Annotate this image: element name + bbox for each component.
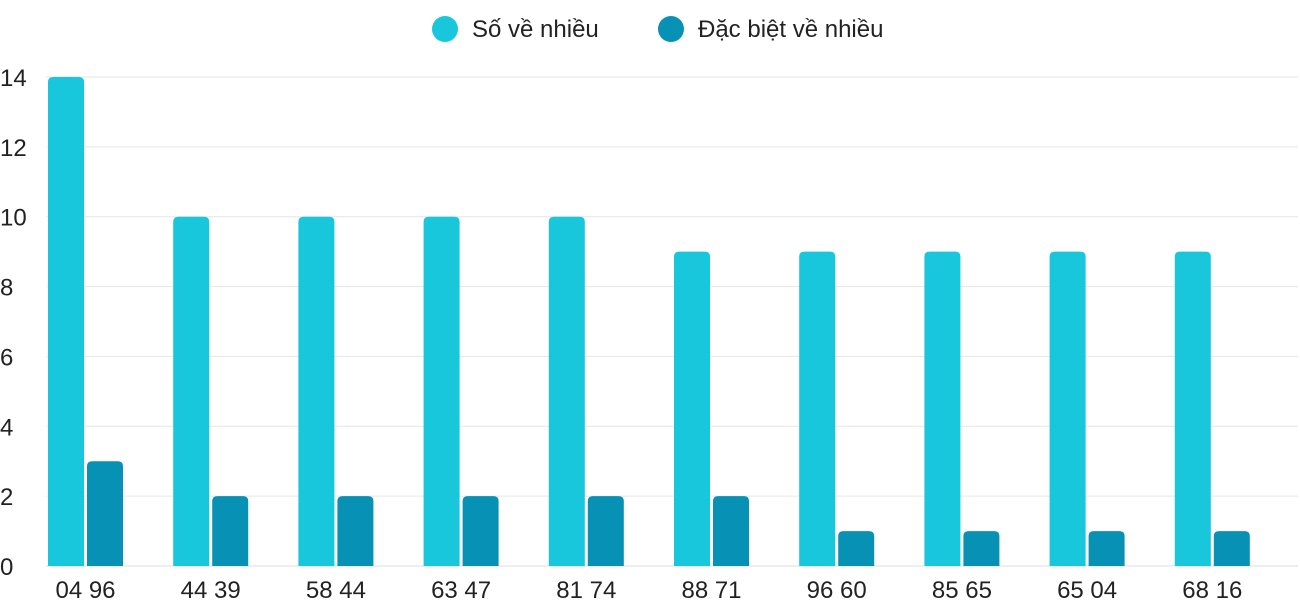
x-tick-label: 65 04	[1057, 577, 1117, 600]
x-axis: 04 96 44 39 58 44 63 47 81 74 88 71 96 60 85 65…	[55, 577, 1242, 604]
y-tick-label: 8	[0, 275, 13, 302]
bar-so-ve-nhieu	[173, 216, 210, 566]
bar-dac-biet-ve-nhieu	[1213, 531, 1250, 566]
bar-so-ve-nhieu	[674, 251, 710, 566]
x-tick-label: 04 96	[55, 577, 115, 600]
legend-marker-so-ve-nhieu	[432, 16, 458, 42]
legend: Số về nhiều Đặc biệt về nhiều	[432, 16, 883, 43]
x-tick-label: 58 44	[306, 577, 366, 600]
bar-dac-biet-ve-nhieu	[1088, 531, 1125, 566]
y-tick-label: 12	[0, 135, 27, 162]
bar-so-ve-nhieu	[1049, 251, 1086, 566]
x-tick-label: 85 65	[932, 577, 992, 600]
bar-so-ve-nhieu	[924, 251, 961, 566]
gridlines	[46, 76, 1298, 567]
x-tick-label: 44 39	[181, 577, 241, 600]
y-tick-label: 2	[0, 484, 13, 511]
bar-so-ve-nhieu	[1174, 251, 1211, 566]
bar-dac-biet-ve-nhieu	[963, 531, 1000, 566]
x-tick-label: 96 60	[807, 577, 867, 600]
x-tick-label: 88 71	[681, 577, 741, 600]
x-tick-label: 63 47	[431, 577, 491, 600]
legend-marker-dac-biet-ve-nhieu	[658, 16, 684, 42]
y-tick-label: 6	[0, 344, 13, 371]
bar-so-ve-nhieu	[548, 216, 585, 566]
y-tick-label: 4	[0, 414, 13, 441]
bar-so-ve-nhieu	[48, 77, 84, 566]
bar-so-ve-nhieu	[423, 216, 460, 566]
bars	[48, 77, 1250, 566]
x-tick-label: 81 74	[556, 577, 616, 600]
legend-label-so-ve-nhieu: Số về nhiều	[472, 16, 599, 43]
y-axis: 0 2 4 6 8 10 12 14	[0, 65, 27, 581]
y-tick-label: 0	[0, 554, 13, 581]
bar-dac-biet-ve-nhieu	[212, 496, 249, 566]
bar-dac-biet-ve-nhieu	[462, 496, 499, 566]
legend-label-dac-biet-ve-nhieu: Đặc biệt về nhiều	[698, 16, 883, 43]
y-tick-label: 14	[0, 65, 27, 92]
bar-dac-biet-ve-nhieu	[838, 531, 875, 566]
y-tick-label: 10	[0, 205, 27, 232]
bar-dac-biet-ve-nhieu	[337, 496, 374, 566]
bar-dac-biet-ve-nhieu	[587, 496, 624, 566]
bar-dac-biet-ve-nhieu	[713, 496, 749, 566]
x-tick-label: 68 16	[1182, 577, 1242, 600]
bar-so-ve-nhieu	[799, 251, 836, 566]
bar-so-ve-nhieu	[298, 216, 335, 566]
bar-dac-biet-ve-nhieu	[87, 461, 123, 566]
